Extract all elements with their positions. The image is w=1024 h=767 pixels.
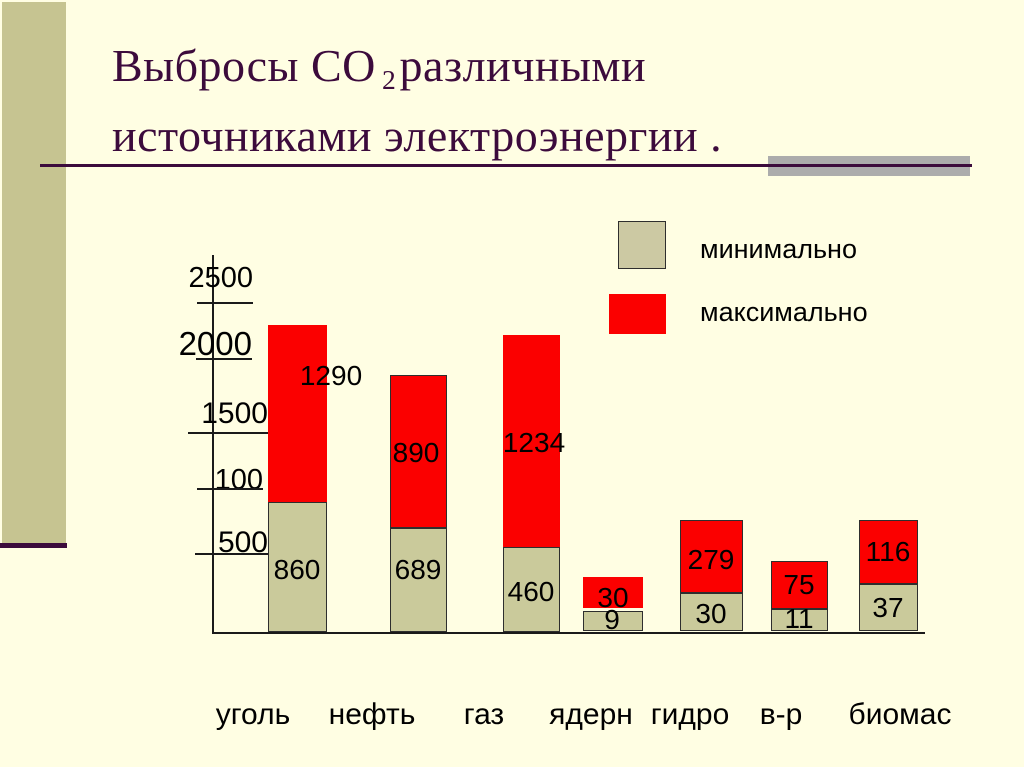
bar-max-value-label: 1290 xyxy=(299,360,363,391)
y-axis-line xyxy=(212,255,214,634)
bar-min-value-label: 37 xyxy=(872,592,904,623)
page-title: Выбросы СО 2различными источниками электр… xyxy=(112,34,972,168)
bar-segment-min xyxy=(390,528,447,632)
bar-min-value-label: 11 xyxy=(784,603,814,634)
category-label: гидро xyxy=(650,698,730,731)
bar-min-value-label: 860 xyxy=(273,554,321,585)
category-label: в-р xyxy=(759,698,803,731)
legend-min-label: минимально xyxy=(700,234,857,264)
bar-segment-min xyxy=(680,593,743,631)
category-label: газ xyxy=(463,698,505,731)
title-rule xyxy=(40,164,972,167)
x-axis-line xyxy=(212,632,925,634)
bar-segment-min xyxy=(859,584,918,631)
bar-min-value-label: 460 xyxy=(507,576,555,607)
bar-segment-min xyxy=(503,547,560,632)
bar-segment-max xyxy=(771,561,828,609)
y-tick-line xyxy=(197,488,263,490)
legend-max-label: максимально xyxy=(700,297,868,327)
sidebar-accent-bar xyxy=(2,2,66,546)
y-tick-label: 100 xyxy=(214,463,263,496)
bar-max-value-label: 116 xyxy=(865,536,911,567)
y-tick-line xyxy=(197,302,253,304)
bar-min-value-label: 689 xyxy=(394,554,442,585)
bar-segment-max xyxy=(503,335,560,547)
bar-segment-max xyxy=(680,520,743,593)
y-tick-label: 2000 xyxy=(178,324,252,362)
bar-segment-max xyxy=(268,325,327,502)
bar-max-value-label: 279 xyxy=(687,544,735,575)
bar-segment-min xyxy=(771,609,828,631)
bar-max-value-label: 30 xyxy=(597,582,629,613)
bar-min-value-label: 30 xyxy=(695,598,727,629)
bar-segment-max xyxy=(859,520,918,584)
legend-max-swatch xyxy=(609,294,666,334)
y-tick-line xyxy=(188,432,268,434)
y-tick-line xyxy=(196,358,252,360)
title-part1: Выбросы СО xyxy=(112,40,376,91)
bar-segment-max xyxy=(390,375,447,528)
title-line2: источниками электроэнергии . xyxy=(112,110,723,161)
category-label: уголь xyxy=(215,698,291,731)
bar-max-value-label: 75 xyxy=(783,569,815,600)
bar-max-value-label: 890 xyxy=(392,437,440,468)
category-label: ядерн xyxy=(549,698,633,731)
y-tick-label: 2500 xyxy=(188,261,253,294)
y-tick-line xyxy=(195,553,268,555)
bar-min-value-label: 9 xyxy=(604,604,620,635)
sidebar-bottom-line xyxy=(0,543,67,548)
y-tick-label: 1500 xyxy=(201,397,268,430)
category-label: нефть xyxy=(328,698,416,731)
legend-min-swatch xyxy=(618,221,666,269)
bar-segment-min xyxy=(268,502,327,632)
bar-segment-min xyxy=(583,611,643,631)
bar-segment-max xyxy=(583,577,643,608)
category-label: биомас xyxy=(848,698,952,731)
title-part2: различными xyxy=(399,40,647,91)
bar-max-value-label: 1234 xyxy=(502,427,566,458)
title-subscript: 2 xyxy=(381,63,397,95)
